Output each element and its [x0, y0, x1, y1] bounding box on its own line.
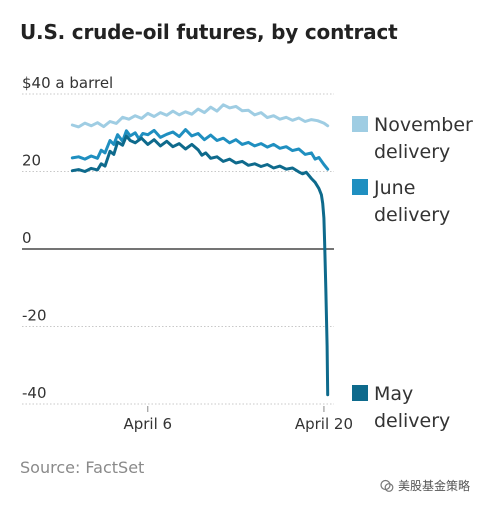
legend-swatch-may	[352, 385, 368, 401]
series-line-may	[70, 134, 330, 397]
y-tick-label: -20	[22, 307, 47, 325]
x-tick-label: April 6	[123, 415, 172, 433]
chart-title: U.S. crude-oil futures, by contract	[20, 20, 398, 44]
y-axis-ticks: $40 a barrel 20 0 -20 -40	[22, 74, 113, 402]
legend-label-june-line2: delivery	[374, 204, 450, 226]
x-tick-label: April 20	[295, 415, 353, 433]
legend-swatch-june	[352, 179, 368, 195]
watermark-text: 美股基金策略	[398, 479, 471, 493]
legend-label-november-line1: November	[374, 114, 473, 136]
series-lines	[70, 103, 330, 397]
legend-label-november-line2: delivery	[374, 141, 450, 163]
legend-label-may-line2: delivery	[374, 410, 450, 432]
series-line-june	[70, 128, 330, 171]
wechat-icon	[380, 479, 394, 492]
source-note: Source: FactSet	[20, 458, 145, 477]
series-line-november	[70, 103, 330, 129]
y-tick-label: $40 a barrel	[22, 74, 113, 92]
legend-label-may-line1: May	[374, 383, 413, 405]
y-tick-label: 0	[22, 229, 32, 247]
watermark: 美股基金策略	[380, 477, 470, 494]
y-tick-label: 20	[22, 152, 41, 170]
legend-label-june-line1: June	[373, 177, 415, 199]
gridlines	[22, 93, 334, 405]
legend: November delivery June delivery May deli…	[352, 114, 473, 432]
legend-swatch-november	[352, 116, 368, 132]
x-axis-ticks: April 6 April 20	[123, 406, 353, 433]
y-tick-label: -40	[22, 384, 47, 402]
